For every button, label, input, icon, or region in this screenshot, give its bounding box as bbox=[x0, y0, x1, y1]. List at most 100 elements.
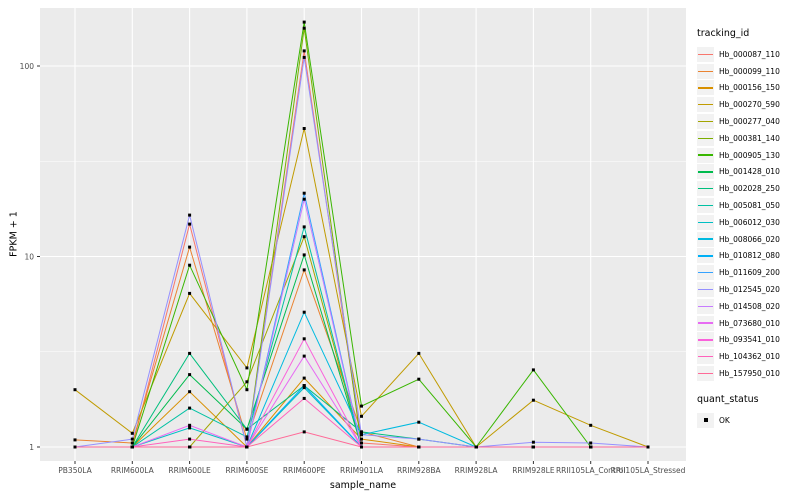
data-point bbox=[417, 445, 421, 449]
data-point bbox=[188, 222, 192, 226]
legend-item-label: Hb_006012_030 bbox=[719, 217, 780, 227]
data-point bbox=[302, 310, 306, 314]
legend-item-label: Hb_005081_050 bbox=[719, 201, 780, 211]
legend-item-Hb_000381_140: Hb_000381_140 bbox=[697, 130, 797, 147]
line-swatch-icon bbox=[697, 181, 714, 197]
legend-item-label: Hb_000905_130 bbox=[719, 150, 780, 160]
y-tick-labels: 1 10 100 bbox=[20, 62, 35, 452]
legend-item-label: Hb_000277_040 bbox=[719, 117, 780, 127]
data-point bbox=[245, 388, 249, 392]
legend-item-Hb_010812_080: Hb_010812_080 bbox=[697, 248, 797, 265]
legend-item-ok: OK bbox=[697, 412, 797, 429]
legend-item-Hb_014508_020: Hb_014508_020 bbox=[697, 298, 797, 315]
data-point bbox=[302, 197, 306, 201]
data-point bbox=[531, 398, 535, 402]
line-swatch-icon bbox=[697, 315, 714, 331]
x-tick-label: RRIM928LE bbox=[512, 466, 555, 475]
data-point bbox=[188, 445, 192, 449]
panel-background bbox=[40, 8, 686, 461]
line-swatch-icon bbox=[697, 349, 714, 365]
legend-item-label: Hb_000381_140 bbox=[719, 133, 780, 143]
legend-item-Hb_006012_030: Hb_006012_030 bbox=[697, 214, 797, 231]
legend-title-tracking-id: tracking_id bbox=[697, 28, 750, 39]
data-point bbox=[302, 396, 306, 400]
data-points bbox=[73, 20, 650, 449]
x-tick-label: RRII105LA_Control bbox=[556, 466, 626, 475]
data-point bbox=[188, 245, 192, 249]
legend-item-label: Hb_000099_110 bbox=[719, 66, 780, 76]
legend-item-Hb_000277_040: Hb_000277_040 bbox=[697, 113, 797, 130]
legend-item-label: Hb_011609_200 bbox=[719, 268, 780, 278]
legend-item-label: Hb_000156_150 bbox=[719, 83, 780, 93]
x-axis-ticks bbox=[74, 461, 649, 464]
data-point bbox=[302, 430, 306, 434]
y-axis-ticks bbox=[37, 65, 40, 448]
ok-square-marker-icon bbox=[697, 412, 714, 428]
legend-item-Hb_011609_200: Hb_011609_200 bbox=[697, 264, 797, 281]
data-point bbox=[589, 441, 593, 445]
data-point bbox=[188, 423, 192, 427]
data-point bbox=[474, 445, 478, 449]
data-point bbox=[188, 437, 192, 441]
legend-item-label: Hb_008066_020 bbox=[719, 234, 780, 244]
legend-item-label: Hb_157950_010 bbox=[719, 369, 780, 379]
data-point bbox=[302, 376, 306, 380]
data-point bbox=[360, 433, 363, 437]
legend-item-label: Hb_012545_020 bbox=[719, 285, 780, 295]
data-point bbox=[188, 426, 192, 430]
line-swatch-icon bbox=[697, 265, 714, 281]
data-point bbox=[302, 337, 306, 341]
legend-item-Hb_000270_590: Hb_000270_590 bbox=[697, 96, 797, 113]
legend-item-label: Hb_000087_110 bbox=[719, 49, 780, 59]
x-tick-label: RRIM600PE bbox=[283, 466, 326, 475]
line-swatch-icon bbox=[697, 231, 714, 247]
data-point bbox=[130, 437, 134, 441]
data-point bbox=[417, 420, 421, 424]
data-point bbox=[360, 437, 363, 441]
data-point bbox=[360, 414, 363, 418]
data-point bbox=[245, 437, 249, 441]
legend-item-Hb_002028_250: Hb_002028_250 bbox=[697, 180, 797, 197]
data-point bbox=[360, 430, 363, 434]
legend-item-Hb_008066_020: Hb_008066_020 bbox=[697, 231, 797, 248]
data-point bbox=[188, 263, 192, 267]
data-point bbox=[302, 55, 306, 59]
data-point bbox=[531, 440, 535, 444]
line-swatch-icon bbox=[697, 80, 714, 96]
x-tick-label: PB350LA bbox=[58, 466, 92, 475]
legend-item-label: Hb_001428_010 bbox=[719, 167, 780, 177]
data-point bbox=[130, 431, 134, 435]
legend: tracking_id Hb_000087_110 Hb_000099_110 Hb… bbox=[697, 28, 797, 429]
x-tick-labels: PB350LA RRIM600LA RRIM600LE RRIM600SE RRIM60… bbox=[58, 466, 685, 475]
data-point bbox=[188, 213, 192, 217]
legend-item-Hb_157950_010: Hb_157950_010 bbox=[697, 365, 797, 382]
data-point bbox=[73, 445, 77, 449]
data-point bbox=[589, 423, 593, 427]
data-point bbox=[245, 366, 249, 370]
line-swatch-icon bbox=[697, 366, 714, 382]
data-point bbox=[302, 49, 306, 53]
legend-item-Hb_012545_020: Hb_012545_020 bbox=[697, 281, 797, 298]
line-swatch-icon bbox=[697, 248, 714, 264]
line-swatch-icon bbox=[697, 332, 714, 348]
line-swatch-icon bbox=[697, 298, 714, 314]
data-point bbox=[302, 386, 306, 390]
y-tick-label: 10 bbox=[24, 252, 34, 261]
legend-item-label: Hb_000270_590 bbox=[719, 100, 780, 110]
data-point bbox=[646, 445, 650, 449]
legend-item-label: Hb_002028_250 bbox=[719, 184, 780, 194]
data-point bbox=[302, 20, 306, 24]
data-point bbox=[188, 291, 192, 295]
legend-item-label: Hb_093541_010 bbox=[719, 335, 780, 345]
gridlines bbox=[40, 8, 686, 461]
line-swatch-icon bbox=[697, 63, 714, 79]
data-point bbox=[417, 437, 421, 441]
legend-item-label: Hb_104362_010 bbox=[719, 352, 780, 362]
data-point bbox=[130, 441, 134, 445]
legend-item-label: Hb_073680_010 bbox=[719, 318, 780, 328]
y-tick-label: 100 bbox=[20, 62, 35, 71]
x-tick-label: RRIM600LE bbox=[168, 466, 211, 475]
legend-item-label: Hb_014508_020 bbox=[719, 301, 780, 311]
x-axis-title: sample_name bbox=[329, 480, 397, 491]
